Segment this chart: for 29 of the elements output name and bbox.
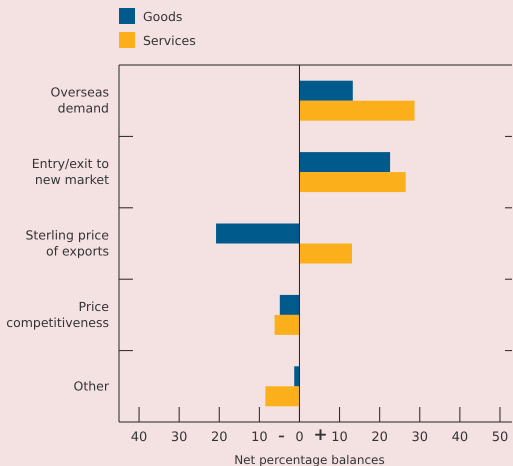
legend-label: Goods — [143, 9, 182, 24]
x-tick-label: 30 — [411, 430, 428, 445]
y-tick-label: Entry/exit to new market — [32, 156, 110, 188]
text: + — [313, 425, 328, 445]
bar — [216, 224, 300, 244]
x-tick-label: 0 — [295, 430, 304, 445]
y-tick-label: Other — [74, 378, 110, 394]
x-tick-label: 40 — [130, 430, 148, 445]
x-tick-label: 50 — [492, 430, 508, 445]
x-tick-label: 20 — [371, 430, 388, 445]
x-tick-label: 10 — [251, 430, 268, 445]
y-tick-label: Sterling price of exports — [25, 228, 110, 258]
bar — [299, 152, 390, 172]
text: – — [278, 429, 285, 444]
bar — [274, 314, 300, 335]
bar — [280, 294, 300, 315]
bar — [299, 172, 406, 192]
bar — [299, 100, 415, 121]
y-tick-label: Overseas demand — [50, 84, 109, 116]
x-tick-label: 20 — [210, 430, 228, 445]
bar — [265, 386, 300, 406]
legend-label: Services — [143, 33, 196, 48]
bar — [299, 80, 353, 101]
x-tick-label: 40 — [452, 430, 468, 445]
bar — [299, 244, 352, 264]
y-tick-label: Price competitiveness — [6, 298, 110, 330]
x-tick-label: 10 — [331, 430, 348, 445]
x-tick-label: 30 — [170, 430, 188, 445]
bar — [294, 366, 300, 386]
